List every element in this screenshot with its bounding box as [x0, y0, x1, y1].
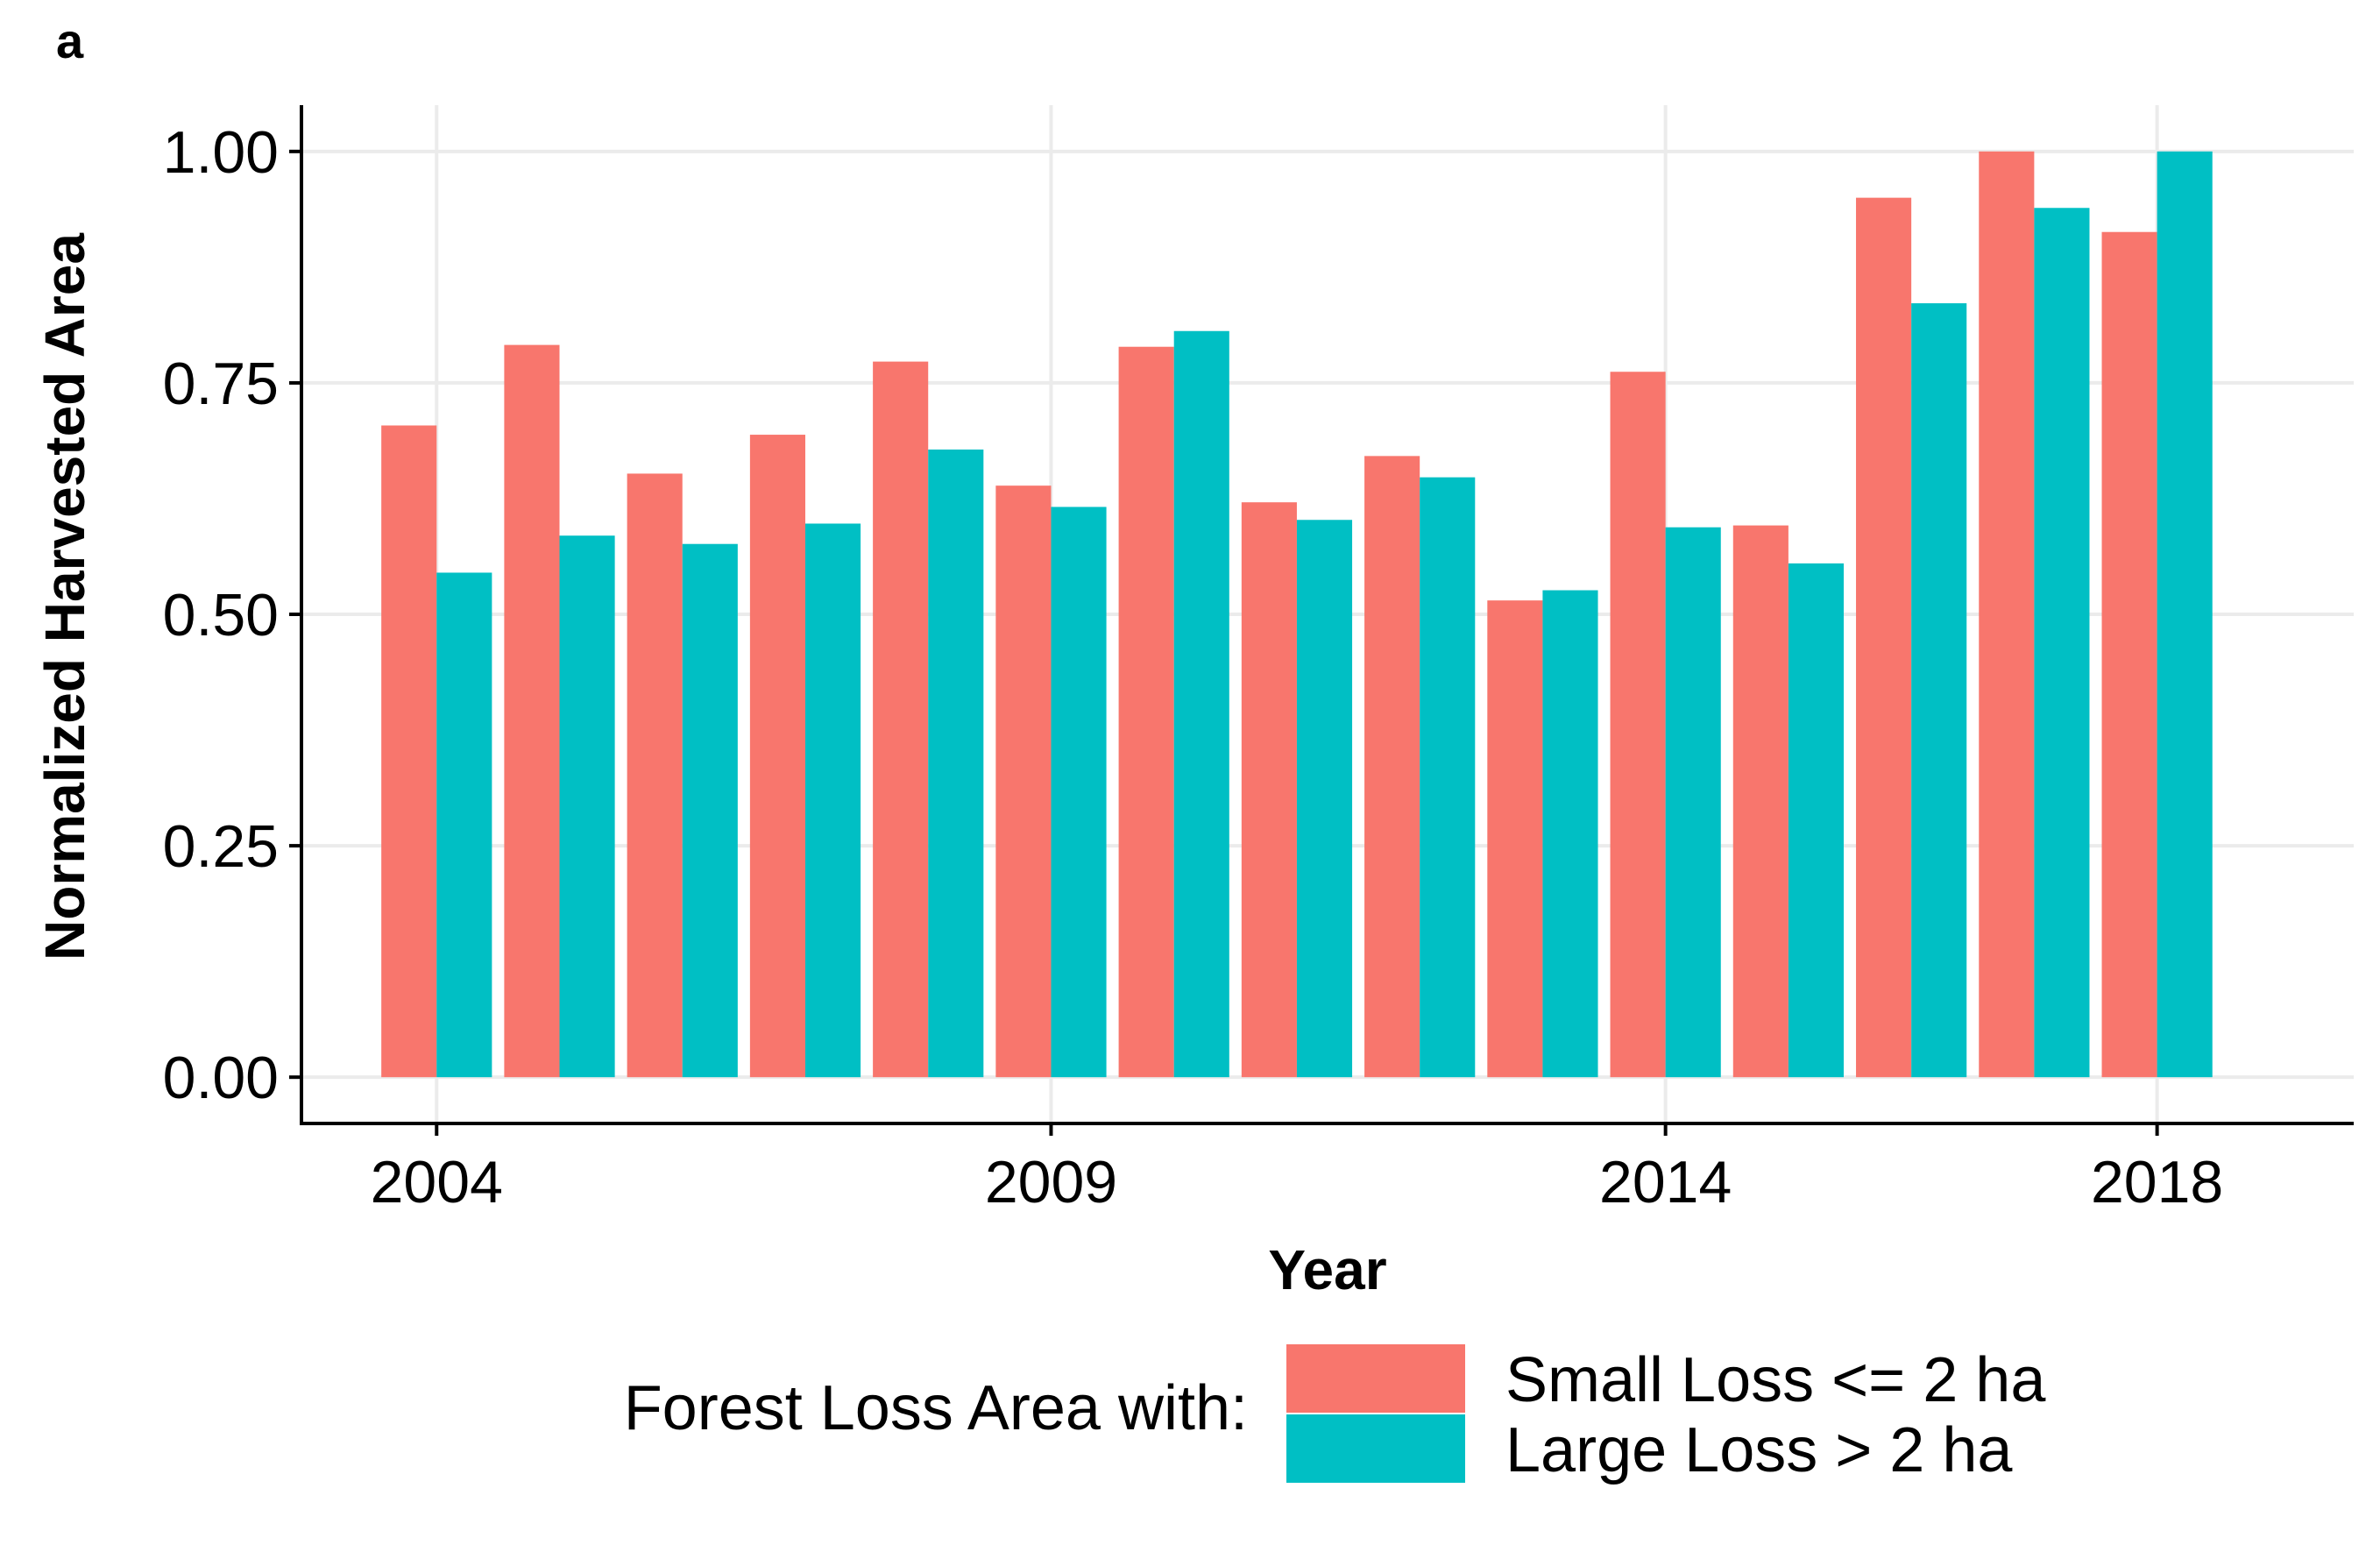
bar-small-loss-2009 [995, 485, 1052, 1078]
bar-large-loss-2009 [1051, 507, 1107, 1078]
x-tick-label: 2018 [2091, 1149, 2223, 1215]
bar-small-loss-2012 [1364, 456, 1420, 1078]
y-axis-ticks: 0.00 0.25 0.50 0.75 1.00 [163, 119, 301, 1111]
bar-small-loss-2008 [873, 361, 929, 1078]
bar-small-loss-2011 [1241, 502, 1297, 1078]
bar-small-loss-2013 [1487, 600, 1543, 1078]
bar-small-loss-2007 [749, 435, 805, 1078]
y-tick-label: 1.00 [163, 119, 279, 186]
legend-title: Forest Loss Area with: [624, 1373, 1248, 1443]
y-tick-label: 0.25 [163, 813, 279, 880]
legend-label-large-loss: Large Loss > 2 ha [1505, 1415, 2013, 1485]
bar-large-loss-2014 [1665, 527, 1721, 1078]
legend: Forest Loss Area with: Small Loss <= 2 h… [624, 1344, 2046, 1485]
legend-key-large-loss [1286, 1414, 1465, 1483]
bar-large-loss-2006 [682, 543, 738, 1078]
x-tick-label: 2004 [371, 1149, 503, 1215]
bar-large-loss-2012 [1420, 477, 1476, 1078]
y-tick-label: 0.00 [163, 1045, 279, 1111]
bar-small-loss-2016 [1856, 197, 1912, 1078]
y-axis-title: Normalized Harvested Area [33, 233, 96, 960]
bar-large-loss-2017 [2034, 208, 2090, 1078]
bar-large-loss-2010 [1173, 330, 1229, 1078]
y-tick-label: 0.50 [163, 582, 279, 648]
bar-large-loss-2008 [928, 449, 984, 1078]
bar-small-loss-2015 [1732, 525, 1789, 1078]
y-tick-label: 0.75 [163, 351, 279, 417]
bar-large-loss-2015 [1788, 563, 1845, 1078]
bar-large-loss-2004 [436, 572, 492, 1078]
axis-lines [300, 105, 2354, 1125]
panel-label: a [56, 13, 84, 68]
x-axis-title: Year [1268, 1238, 1386, 1301]
x-tick-label: 2009 [985, 1149, 1117, 1215]
bar-large-loss-2005 [559, 535, 615, 1078]
bar-large-loss-2016 [1911, 303, 1967, 1078]
axes [300, 105, 2354, 1125]
bar-small-loss-2004 [381, 425, 437, 1078]
bar-small-loss-2014 [1610, 372, 1666, 1078]
legend-key-small-loss [1286, 1344, 1465, 1413]
bar-small-loss-2006 [627, 473, 683, 1078]
bar-large-loss-2011 [1296, 520, 1353, 1078]
bar-small-loss-2018 [2101, 231, 2157, 1078]
bars [381, 151, 2213, 1078]
bar-large-loss-2018 [2157, 151, 2213, 1078]
bar-small-loss-2010 [1118, 346, 1174, 1078]
bar-large-loss-2007 [804, 523, 861, 1078]
bar-small-loss-2005 [504, 344, 560, 1078]
bar-small-loss-2017 [1979, 151, 2035, 1078]
bar-large-loss-2013 [1542, 590, 1598, 1078]
legend-label-small-loss: Small Loss <= 2 ha [1505, 1345, 2046, 1415]
x-axis-ticks: 2004 2009 2014 2018 [371, 1123, 2223, 1215]
x-tick-label: 2014 [1599, 1149, 1732, 1215]
